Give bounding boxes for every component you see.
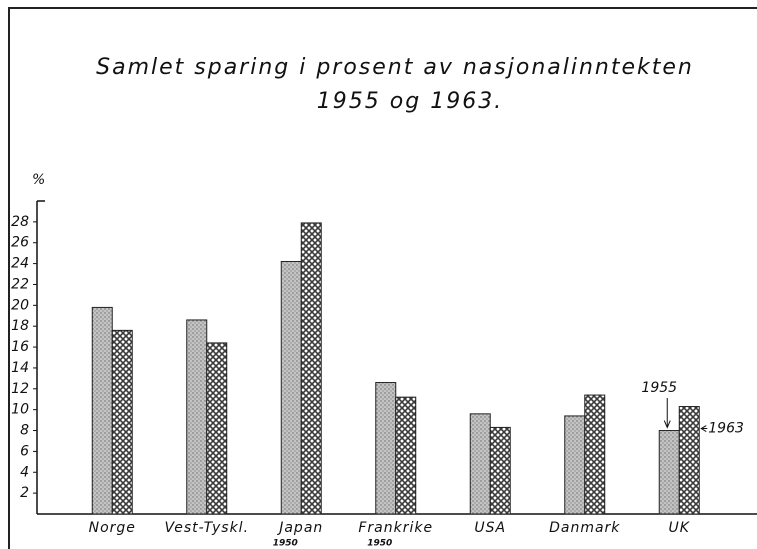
- bar: [678, 406, 700, 515]
- bar: [469, 413, 491, 515]
- category-note: 1950: [273, 539, 298, 549]
- chart-subtitle: 1955 og 1963.: [317, 89, 503, 114]
- y-tick-label: 14: [11, 360, 29, 376]
- bar: [91, 306, 113, 515]
- bar: [111, 329, 133, 515]
- y-tick-label: 20: [11, 297, 29, 313]
- y-tick-label: 24: [11, 256, 29, 272]
- bar: [584, 394, 606, 515]
- x-tick-label: Japan: [276, 520, 323, 536]
- y-tick-label: 26: [11, 235, 29, 251]
- x-tick-label: USA: [474, 520, 506, 536]
- category-note: 1950: [367, 539, 392, 549]
- y-tick-label: 16: [11, 339, 29, 355]
- x-tick-label: UK: [669, 520, 691, 536]
- legend-arrow: [700, 425, 708, 432]
- bar: [186, 319, 208, 515]
- bar: [375, 382, 397, 515]
- y-tick-label: 10: [11, 402, 29, 418]
- y-tick-label: 28: [11, 214, 29, 230]
- bar: [564, 415, 586, 515]
- y-axis-label: %: [32, 172, 45, 188]
- x-tick-label: Frankrike: [358, 520, 433, 536]
- legend-label: 1955: [641, 380, 677, 396]
- y-tick-label: 12: [11, 381, 29, 397]
- y-tick-label: 18: [11, 318, 29, 334]
- y-tick-label: 8: [20, 423, 29, 439]
- bar: [280, 261, 302, 515]
- y-tick-label: 6: [20, 443, 29, 459]
- bar: [489, 426, 511, 515]
- x-tick-label: Norge: [89, 520, 136, 536]
- y-tick-label: 4: [20, 464, 29, 480]
- bar: [300, 222, 322, 515]
- bar: [658, 430, 680, 515]
- frame: [8, 7, 757, 549]
- y-tick-label: 2: [20, 485, 29, 501]
- y-tick-label: 22: [11, 276, 29, 292]
- bar: [206, 342, 228, 515]
- chart-title: Samlet sparing i prosent av nasjonalinnt…: [96, 55, 694, 80]
- x-tick-label: Danmark: [549, 520, 620, 536]
- x-tick-label: Vest-Tyskl.: [164, 520, 249, 536]
- legend-arrow: [663, 398, 671, 429]
- legend-label: 1963: [708, 421, 744, 437]
- bar: [395, 396, 417, 515]
